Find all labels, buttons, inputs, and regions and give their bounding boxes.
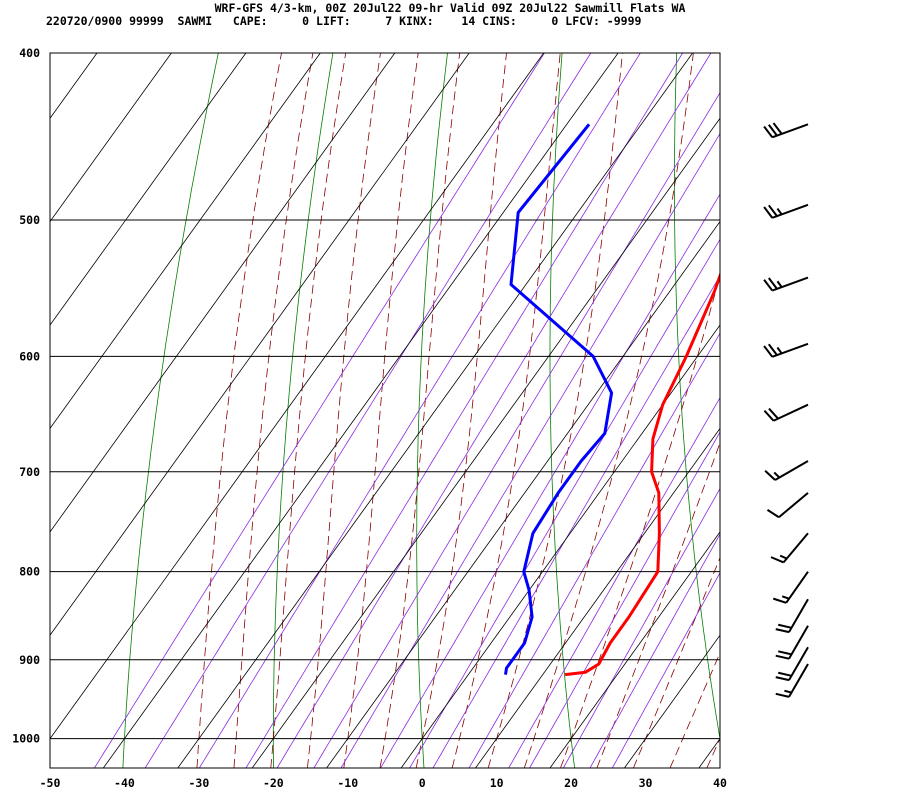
- plot-frame: [49, 52, 721, 769]
- pressure-tick-label: 400: [19, 46, 40, 60]
- wind-barb: [763, 203, 809, 219]
- dewpoint-profile: [504, 123, 614, 675]
- x-tick-label: 40: [713, 776, 727, 790]
- isotherm: [326, 220, 720, 768]
- wind-barb: [763, 276, 809, 292]
- mixing-ratio-line: [313, 92, 720, 768]
- wind-barbs: [763, 122, 809, 698]
- moist-adiabat: [560, 273, 720, 768]
- wind-barb: [764, 460, 809, 481]
- moist-adiabat: [451, 53, 561, 768]
- moist-adiabat: [744, 53, 900, 768]
- x-tick-label: -20: [263, 776, 284, 790]
- moist-adiabat: [706, 737, 720, 768]
- isotherm: [50, 53, 172, 223]
- pressure-tick-label: 800: [19, 565, 40, 579]
- wind-barb: [763, 342, 809, 358]
- mixing-ratio-line: [276, 53, 712, 768]
- isotherm: [177, 53, 693, 768]
- moist-adiabat: [307, 53, 381, 768]
- isotherm: [50, 53, 321, 430]
- mixing-ratio-line: [589, 533, 720, 768]
- dry-adiabat: [673, 53, 720, 742]
- x-axis-ticks: -50 -40 -30 -20 -10 0 10 20 30 40: [40, 776, 727, 790]
- moist-adiabat: [596, 441, 720, 768]
- mixing-ratio-line: [245, 53, 683, 768]
- isotherm: [400, 324, 720, 768]
- mixing-ratio-line: [562, 487, 720, 768]
- chart-title: WRF-GFS 4/3-km, 00Z 20Jul22 09-hr Valid …: [214, 1, 686, 15]
- mixing-ratio-line: [508, 396, 720, 768]
- background-lines: [50, 53, 900, 768]
- mixing-ratio-line: [409, 238, 720, 768]
- x-tick-label: 30: [639, 776, 653, 790]
- sounding-indices: 220720/0900 99999 SAWMI CAPE: 0 LIFT: 7 …: [46, 14, 642, 28]
- pressure-tick-label: 600: [19, 349, 40, 363]
- profiles: [504, 123, 720, 677]
- wind-barb: [775, 625, 809, 660]
- pressure-tick-label: 900: [19, 653, 40, 667]
- mixing-ratio-line: [468, 332, 720, 768]
- mixing-ratio-line: [94, 53, 545, 768]
- moist-adiabat: [633, 556, 720, 768]
- wind-barb: [766, 492, 809, 519]
- dry-adiabat: [791, 53, 875, 768]
- mixing-ratio-line: [432, 275, 720, 768]
- x-tick-label: -30: [188, 776, 209, 790]
- mixing-ratio-line: [340, 132, 720, 768]
- wind-barb: [772, 571, 809, 604]
- x-tick-label: -50: [40, 776, 61, 790]
- wind-barb: [763, 122, 809, 139]
- isotherm: [475, 427, 720, 768]
- pressure-axis-ticks: 400 500 600 700 800 900 1000: [12, 46, 40, 746]
- x-tick-label: -10: [337, 776, 358, 790]
- wind-barb: [775, 646, 809, 682]
- moist-adiabat: [270, 53, 347, 768]
- isotherm: [50, 53, 545, 740]
- dry-adiabat: [272, 53, 334, 768]
- dry-adiabat: [122, 53, 219, 768]
- moist-adiabat: [196, 53, 282, 768]
- moist-adiabat: [233, 53, 314, 768]
- isotherm: [549, 531, 720, 768]
- mixing-ratio-line: [380, 193, 720, 768]
- moist-adiabat: [343, 53, 419, 768]
- isotherm: [50, 53, 247, 326]
- pressure-tick-label: 1000: [12, 732, 40, 746]
- wind-barb: [770, 532, 809, 564]
- moist-adiabat: [669, 652, 720, 768]
- isotherm: [102, 53, 619, 768]
- isotherm: [624, 634, 720, 768]
- moist-adiabat: [523, 53, 694, 768]
- dry-adiabat: [549, 53, 575, 768]
- isotherm: [251, 117, 720, 768]
- pressure-tick-label: 700: [19, 465, 40, 479]
- mixing-ratio-line: [198, 53, 641, 768]
- x-tick-label: 20: [564, 776, 578, 790]
- pressure-tick-label: 500: [19, 213, 40, 227]
- wind-barb: [775, 663, 809, 698]
- mixing-ratio-line: [529, 431, 720, 768]
- mixing-ratio-line: [611, 571, 720, 768]
- x-tick-label: -40: [114, 776, 135, 790]
- isotherm: [50, 53, 98, 119]
- isotherm: [50, 53, 470, 636]
- wind-barb: [775, 598, 809, 634]
- x-tick-label: 0: [419, 776, 426, 790]
- mixing-ratio-line: [144, 53, 592, 768]
- temperature-profile: [564, 271, 720, 677]
- wind-barb: [763, 403, 809, 422]
- dry-adiabat: [416, 53, 448, 768]
- x-tick-label: 10: [490, 776, 504, 790]
- isotherm: [50, 53, 396, 533]
